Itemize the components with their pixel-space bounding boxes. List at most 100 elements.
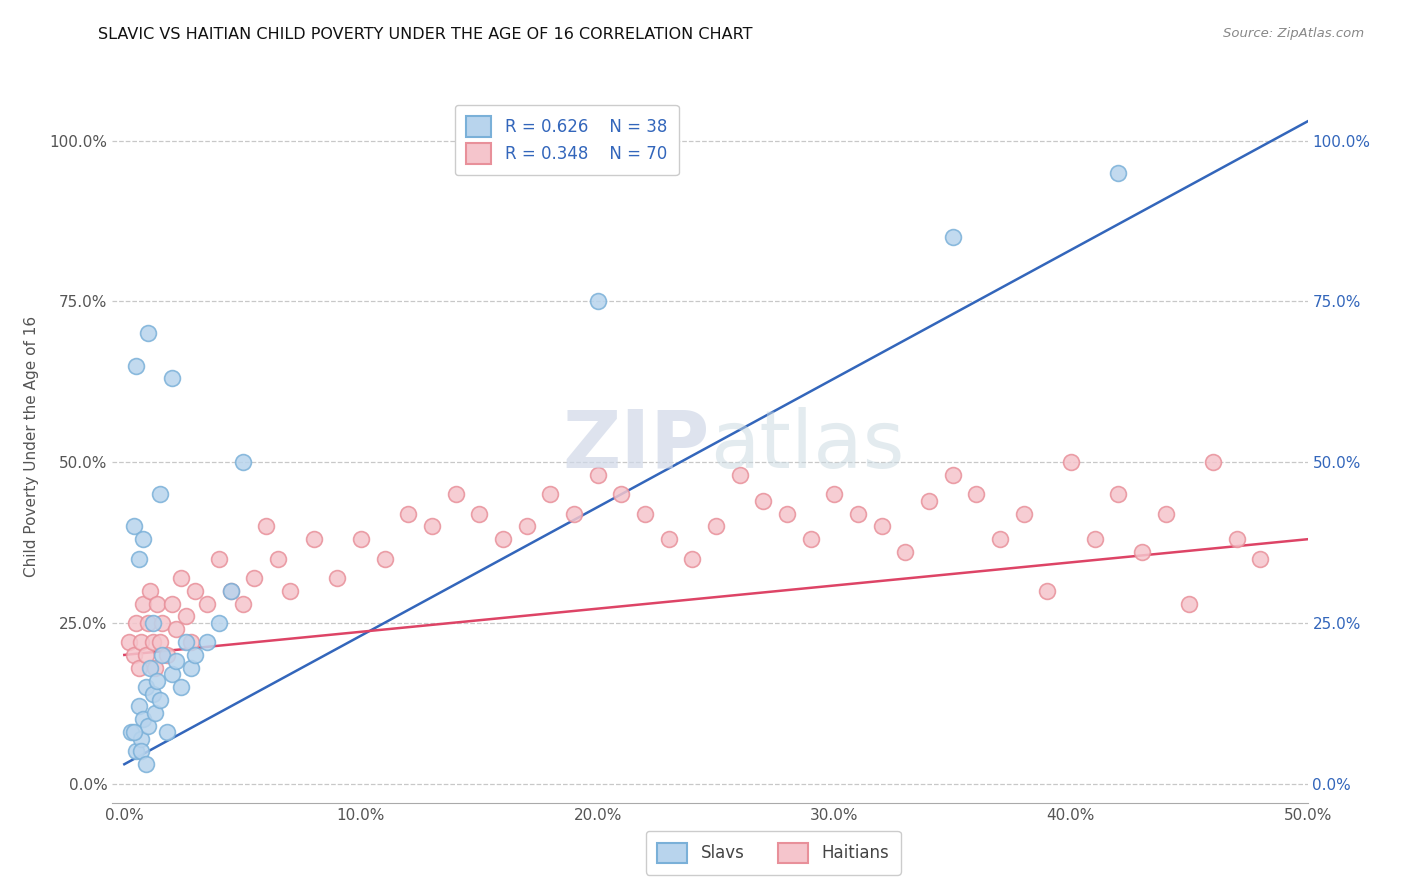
- Point: [136, 615, 159, 630]
- Point: [149, 693, 172, 707]
- Point: [1249, 551, 1271, 566]
- Point: [1202, 455, 1225, 469]
- Point: [156, 648, 179, 662]
- Point: [1178, 597, 1201, 611]
- Point: [254, 519, 277, 533]
- Point: [165, 654, 187, 668]
- Point: [122, 725, 145, 739]
- Point: [232, 455, 254, 469]
- Point: [143, 706, 166, 720]
- Point: [988, 533, 1011, 547]
- Point: [278, 583, 301, 598]
- Text: atlas: atlas: [710, 407, 904, 485]
- Point: [160, 597, 183, 611]
- Point: [1084, 533, 1107, 547]
- Point: [846, 507, 869, 521]
- Point: [139, 661, 162, 675]
- Point: [1036, 583, 1059, 598]
- Point: [942, 230, 965, 244]
- Point: [208, 551, 231, 566]
- Point: [302, 533, 325, 547]
- Point: [128, 661, 150, 675]
- Point: [195, 597, 218, 611]
- Point: [219, 583, 242, 598]
- Point: [122, 648, 145, 662]
- Point: [610, 487, 633, 501]
- Point: [139, 583, 162, 598]
- Point: [120, 725, 142, 739]
- Point: [128, 551, 150, 566]
- Point: [492, 533, 515, 547]
- Point: [160, 371, 183, 385]
- Point: [1226, 533, 1249, 547]
- Legend: Slavs, Haitians: Slavs, Haitians: [645, 831, 901, 875]
- Point: [1107, 166, 1129, 180]
- Point: [149, 487, 172, 501]
- Point: [184, 583, 207, 598]
- Point: [243, 571, 266, 585]
- Y-axis label: Child Poverty Under the Age of 16: Child Poverty Under the Age of 16: [24, 316, 38, 576]
- Point: [174, 635, 197, 649]
- Point: [728, 467, 751, 482]
- Point: [918, 493, 941, 508]
- Point: [942, 467, 965, 482]
- Point: [135, 680, 157, 694]
- Point: [586, 467, 609, 482]
- Point: [146, 597, 169, 611]
- Point: [1154, 507, 1177, 521]
- Point: [122, 519, 145, 533]
- Point: [142, 615, 165, 630]
- Point: [681, 551, 703, 566]
- Point: [125, 744, 148, 758]
- Point: [350, 533, 373, 547]
- Point: [396, 507, 419, 521]
- Point: [174, 609, 197, 624]
- Point: [1060, 455, 1083, 469]
- Point: [160, 667, 183, 681]
- Legend: R = 0.626    N = 38, R = 0.348    N = 70: R = 0.626 N = 38, R = 0.348 N = 70: [454, 104, 679, 176]
- Point: [132, 597, 155, 611]
- Point: [326, 571, 349, 585]
- Point: [135, 757, 157, 772]
- Point: [965, 487, 987, 501]
- Point: [142, 686, 165, 700]
- Point: [150, 615, 173, 630]
- Point: [562, 507, 585, 521]
- Point: [658, 533, 681, 547]
- Point: [165, 622, 187, 636]
- Text: ZIP: ZIP: [562, 407, 710, 485]
- Point: [195, 635, 218, 649]
- Point: [136, 326, 159, 341]
- Point: [870, 519, 893, 533]
- Point: [129, 744, 152, 758]
- Point: [420, 519, 443, 533]
- Point: [125, 615, 148, 630]
- Text: SLAVIC VS HAITIAN CHILD POVERTY UNDER THE AGE OF 16 CORRELATION CHART: SLAVIC VS HAITIAN CHILD POVERTY UNDER TH…: [98, 27, 754, 42]
- Point: [128, 699, 150, 714]
- Point: [170, 680, 193, 694]
- Text: Source: ZipAtlas.com: Source: ZipAtlas.com: [1223, 27, 1364, 40]
- Point: [129, 731, 152, 746]
- Point: [538, 487, 561, 501]
- Point: [146, 673, 169, 688]
- Point: [634, 507, 657, 521]
- Point: [586, 294, 609, 309]
- Point: [136, 719, 159, 733]
- Point: [125, 359, 148, 373]
- Point: [118, 635, 141, 649]
- Point: [129, 635, 152, 649]
- Point: [150, 648, 173, 662]
- Point: [132, 533, 155, 547]
- Point: [219, 583, 242, 598]
- Point: [156, 725, 179, 739]
- Point: [752, 493, 775, 508]
- Point: [180, 661, 202, 675]
- Point: [135, 648, 157, 662]
- Point: [149, 635, 172, 649]
- Point: [208, 615, 231, 630]
- Point: [468, 507, 491, 521]
- Point: [180, 635, 202, 649]
- Point: [267, 551, 290, 566]
- Point: [143, 661, 166, 675]
- Point: [444, 487, 467, 501]
